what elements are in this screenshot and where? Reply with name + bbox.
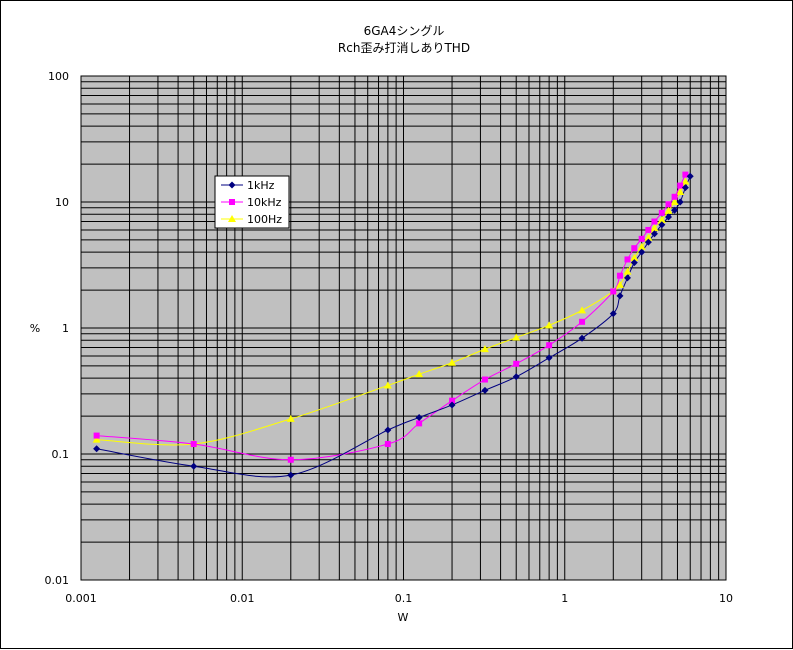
series-markers — [92, 171, 694, 479]
y-tick-label: 10 — [55, 196, 69, 209]
legend-label: 1kHz — [247, 179, 275, 192]
y-tick-label: 0.1 — [52, 448, 70, 461]
data-point-10kHz — [384, 441, 391, 448]
data-point-1kHz — [638, 248, 646, 256]
legend-label: 10kHz — [247, 196, 282, 209]
data-point-1kHz — [609, 310, 617, 318]
data-point-1kHz — [384, 426, 392, 434]
x-tick-label: 0.1 — [395, 592, 413, 605]
data-point-10kHz — [190, 441, 197, 448]
data-point-1kHz — [671, 206, 679, 214]
data-point-100Hz — [657, 215, 666, 223]
data-point-10kHz — [682, 171, 689, 178]
data-point-1kHz — [578, 334, 586, 342]
x-tick-labels: 0.001 0.01 0.1 1 10 — [65, 592, 733, 605]
legend-label: 100Hz — [247, 213, 282, 226]
data-point-10kHz — [579, 318, 586, 325]
data-point-100Hz — [644, 233, 653, 241]
x-tick-label: 0.001 — [65, 592, 97, 605]
data-point-100Hz — [545, 321, 554, 329]
data-point-10kHz — [93, 432, 100, 439]
data-point-1kHz — [665, 213, 673, 221]
legend: 1kHz 10kHz 100Hz — [214, 175, 290, 229]
data-point-100Hz — [286, 414, 295, 422]
data-point-10kHz — [645, 226, 652, 233]
data-point-10kHz — [624, 256, 631, 263]
data-point-100Hz — [637, 242, 646, 250]
data-point-1kHz — [415, 413, 423, 421]
data-point-10kHz — [665, 201, 672, 208]
data-point-1kHz — [448, 401, 456, 409]
data-point-100Hz — [650, 224, 659, 232]
data-point-100Hz — [480, 345, 489, 353]
legend-marker-1kHz — [228, 181, 236, 189]
data-point-10kHz — [677, 182, 684, 189]
x-tick-label: 1 — [561, 592, 568, 605]
data-point-10kHz — [651, 218, 658, 225]
data-point-10kHz — [546, 342, 553, 349]
data-point-1kHz — [644, 238, 652, 246]
data-point-1kHz — [481, 386, 489, 394]
data-point-1kHz — [681, 184, 689, 192]
data-point-100Hz — [615, 280, 624, 288]
y-axis-label: % — [30, 322, 40, 335]
data-point-100Hz — [623, 267, 632, 275]
data-point-10kHz — [481, 376, 488, 383]
y-tick-label: 0.01 — [45, 574, 70, 587]
chart-subtitle: Rch歪み打消しありTHD — [338, 41, 470, 55]
data-point-1kHz — [287, 471, 295, 479]
data-point-100Hz — [512, 333, 521, 341]
data-point-100Hz — [415, 370, 424, 378]
data-point-100Hz — [630, 253, 639, 261]
data-point-10kHz — [616, 272, 623, 279]
data-point-1kHz — [658, 221, 666, 229]
data-point-1kHz — [512, 373, 520, 381]
x-tick-label: 0.01 — [230, 592, 255, 605]
data-point-10kHz — [449, 397, 456, 404]
y-tick-label: 100 — [48, 70, 69, 83]
data-point-100Hz — [92, 435, 101, 443]
data-point-10kHz — [671, 193, 678, 200]
data-point-1kHz — [93, 445, 101, 453]
data-point-1kHz — [545, 354, 553, 362]
data-point-10kHz — [287, 456, 294, 463]
legend-marker-10kHz — [229, 199, 235, 205]
y-tick-label: 1 — [62, 322, 69, 335]
data-point-100Hz — [578, 306, 587, 314]
y-tick-labels: 100 10 1 0.1 0.01 — [45, 70, 70, 587]
data-point-100Hz — [383, 381, 392, 389]
data-point-10kHz — [638, 235, 645, 242]
data-point-1kHz — [650, 230, 658, 238]
data-point-1kHz — [190, 462, 198, 470]
data-point-100Hz — [676, 188, 685, 196]
legend-marker-100Hz — [228, 215, 236, 222]
x-tick-label: 10 — [719, 592, 733, 605]
data-point-1kHz — [616, 292, 624, 300]
data-point-10kHz — [631, 245, 638, 252]
data-point-10kHz — [658, 209, 665, 216]
data-point-100Hz — [670, 198, 679, 205]
data-point-10kHz — [416, 420, 423, 427]
x-axis-label: W — [398, 611, 409, 624]
data-point-1kHz — [676, 198, 684, 206]
grid — [81, 76, 726, 580]
data-point-100Hz — [681, 177, 690, 185]
data-point-1kHz — [624, 274, 632, 282]
data-point-10kHz — [610, 288, 617, 295]
data-point-10kHz — [513, 360, 520, 367]
data-point-1kHz — [686, 172, 694, 180]
data-point-100Hz — [664, 206, 673, 214]
data-point-100Hz — [448, 358, 457, 366]
chart-title: 6GA4シングル — [364, 24, 445, 38]
data-point-1kHz — [630, 259, 638, 267]
